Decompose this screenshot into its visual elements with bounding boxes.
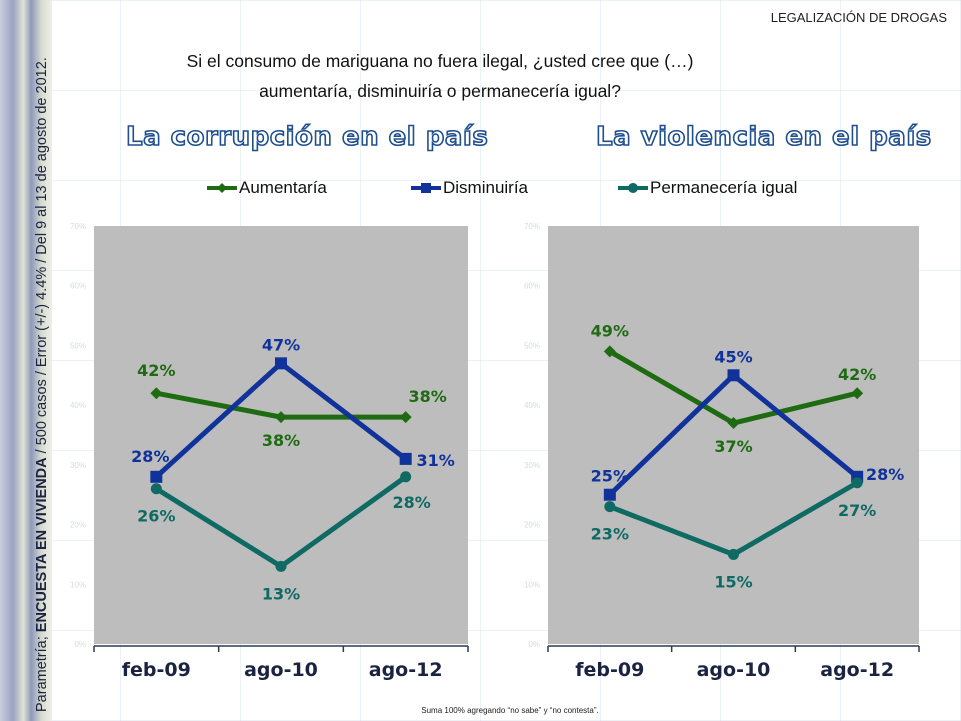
legend-item-permaneceria: Permanecería igual — [618, 178, 797, 198]
data-point-marker — [150, 470, 163, 483]
line-chart-corruption: 0% 10% 20% 30% 40% 50% 60% 70% feb-09 ago-10 ago-1… — [70, 222, 469, 681]
legend-label: Disminuiría — [443, 178, 529, 197]
y-tick-label: 20% — [524, 521, 540, 530]
plot-area — [94, 226, 468, 644]
y-tick-label: 40% — [524, 401, 540, 410]
question-line-2: aumentaría, disminuiría o permanecería i… — [259, 81, 621, 101]
legend-diamond-marker-icon — [207, 183, 237, 193]
y-tick-label: 60% — [524, 282, 540, 291]
y-tick-label: 60% — [70, 282, 86, 291]
data-label: 45% — [714, 347, 752, 366]
y-tick-label: 70% — [70, 222, 86, 231]
y-tick-label: 10% — [70, 580, 86, 589]
data-point-marker — [150, 387, 163, 400]
data-point-marker — [400, 471, 412, 483]
data-label: 15% — [714, 572, 752, 591]
y-tick-label: 30% — [524, 461, 540, 470]
data-label: 31% — [417, 451, 455, 470]
y-tick-label: 70% — [524, 222, 540, 231]
data-point-marker — [728, 548, 739, 560]
decorative-side-strip — [0, 0, 52, 721]
x-tick-label: ago-10 — [697, 659, 771, 681]
plot-area — [548, 226, 919, 644]
data-label: 28% — [866, 465, 904, 484]
legend-square-marker-icon — [411, 183, 441, 193]
data-label: 42% — [137, 361, 175, 380]
data-point-marker — [275, 357, 287, 370]
data-point-marker — [150, 483, 162, 495]
data-label: 25% — [591, 467, 629, 486]
data-label: 37% — [714, 437, 752, 456]
y-tick-label: 30% — [70, 461, 86, 470]
data-point-marker — [603, 345, 616, 358]
x-tick-label: feb-09 — [575, 659, 644, 681]
y-tick-label: 50% — [524, 341, 540, 350]
data-label: 38% — [409, 387, 447, 406]
data-label: 28% — [393, 493, 431, 512]
x-tick-label: feb-09 — [122, 659, 191, 681]
data-label: 13% — [262, 584, 300, 603]
topic-label: LEGALIZACIÓN DE DROGAS — [770, 10, 947, 25]
data-label: 28% — [131, 447, 169, 466]
question-line-1: Si el consumo de mariguana no fuera ileg… — [186, 51, 694, 71]
chart-legend: Aumentaría Disminuiría Permanecería igua… — [0, 178, 961, 200]
legend-label: Permanecería igual — [650, 178, 798, 197]
y-tick-label: 10% — [524, 580, 540, 589]
x-tick-label: ago-12 — [820, 659, 894, 681]
data-label: 47% — [262, 335, 300, 354]
data-point-marker — [275, 411, 287, 424]
x-tick-label: ago-12 — [369, 659, 443, 681]
legend-item-disminuiria: Disminuiría — [411, 178, 528, 198]
data-label: 42% — [838, 365, 876, 384]
data-point-marker — [275, 560, 287, 572]
x-tick-label: ago-10 — [244, 659, 318, 681]
legend-item-aumentaria: Aumentaría — [207, 178, 327, 198]
line-chart-violence: 0% 10% 20% 30% 40% 50% 60% 70% feb-09 ago-10 ago-1… — [524, 222, 920, 681]
data-point-marker — [399, 411, 412, 424]
survey-question: Si el consumo de mariguana no fuera ileg… — [150, 46, 730, 106]
data-label: 23% — [591, 525, 629, 544]
legend-circle-marker-icon — [618, 183, 648, 193]
data-point-marker — [851, 477, 863, 489]
y-tick-label: 40% — [70, 401, 86, 410]
data-label: 26% — [137, 507, 175, 526]
y-tick-label: 0% — [528, 640, 540, 649]
data-point-marker — [727, 417, 740, 430]
chart-title-corruption: La corrupción en el país — [125, 121, 489, 153]
data-label: 38% — [262, 431, 300, 450]
y-tick-label: 20% — [70, 521, 86, 530]
data-label: 49% — [591, 321, 629, 340]
data-point-marker — [851, 387, 864, 400]
y-tick-label: 50% — [70, 341, 86, 350]
data-point-marker — [399, 452, 412, 465]
legend-label: Aumentaría — [239, 178, 327, 197]
y-tick-label: 0% — [74, 640, 86, 649]
data-point-marker — [604, 501, 616, 513]
data-point-marker — [727, 369, 740, 382]
data-label: 27% — [838, 501, 876, 520]
footnote: Suma 100% agregando “no sabe” y “no cont… — [421, 706, 599, 715]
data-point-marker — [603, 488, 616, 501]
chart-title-violence: La violencia en el país — [595, 121, 932, 153]
